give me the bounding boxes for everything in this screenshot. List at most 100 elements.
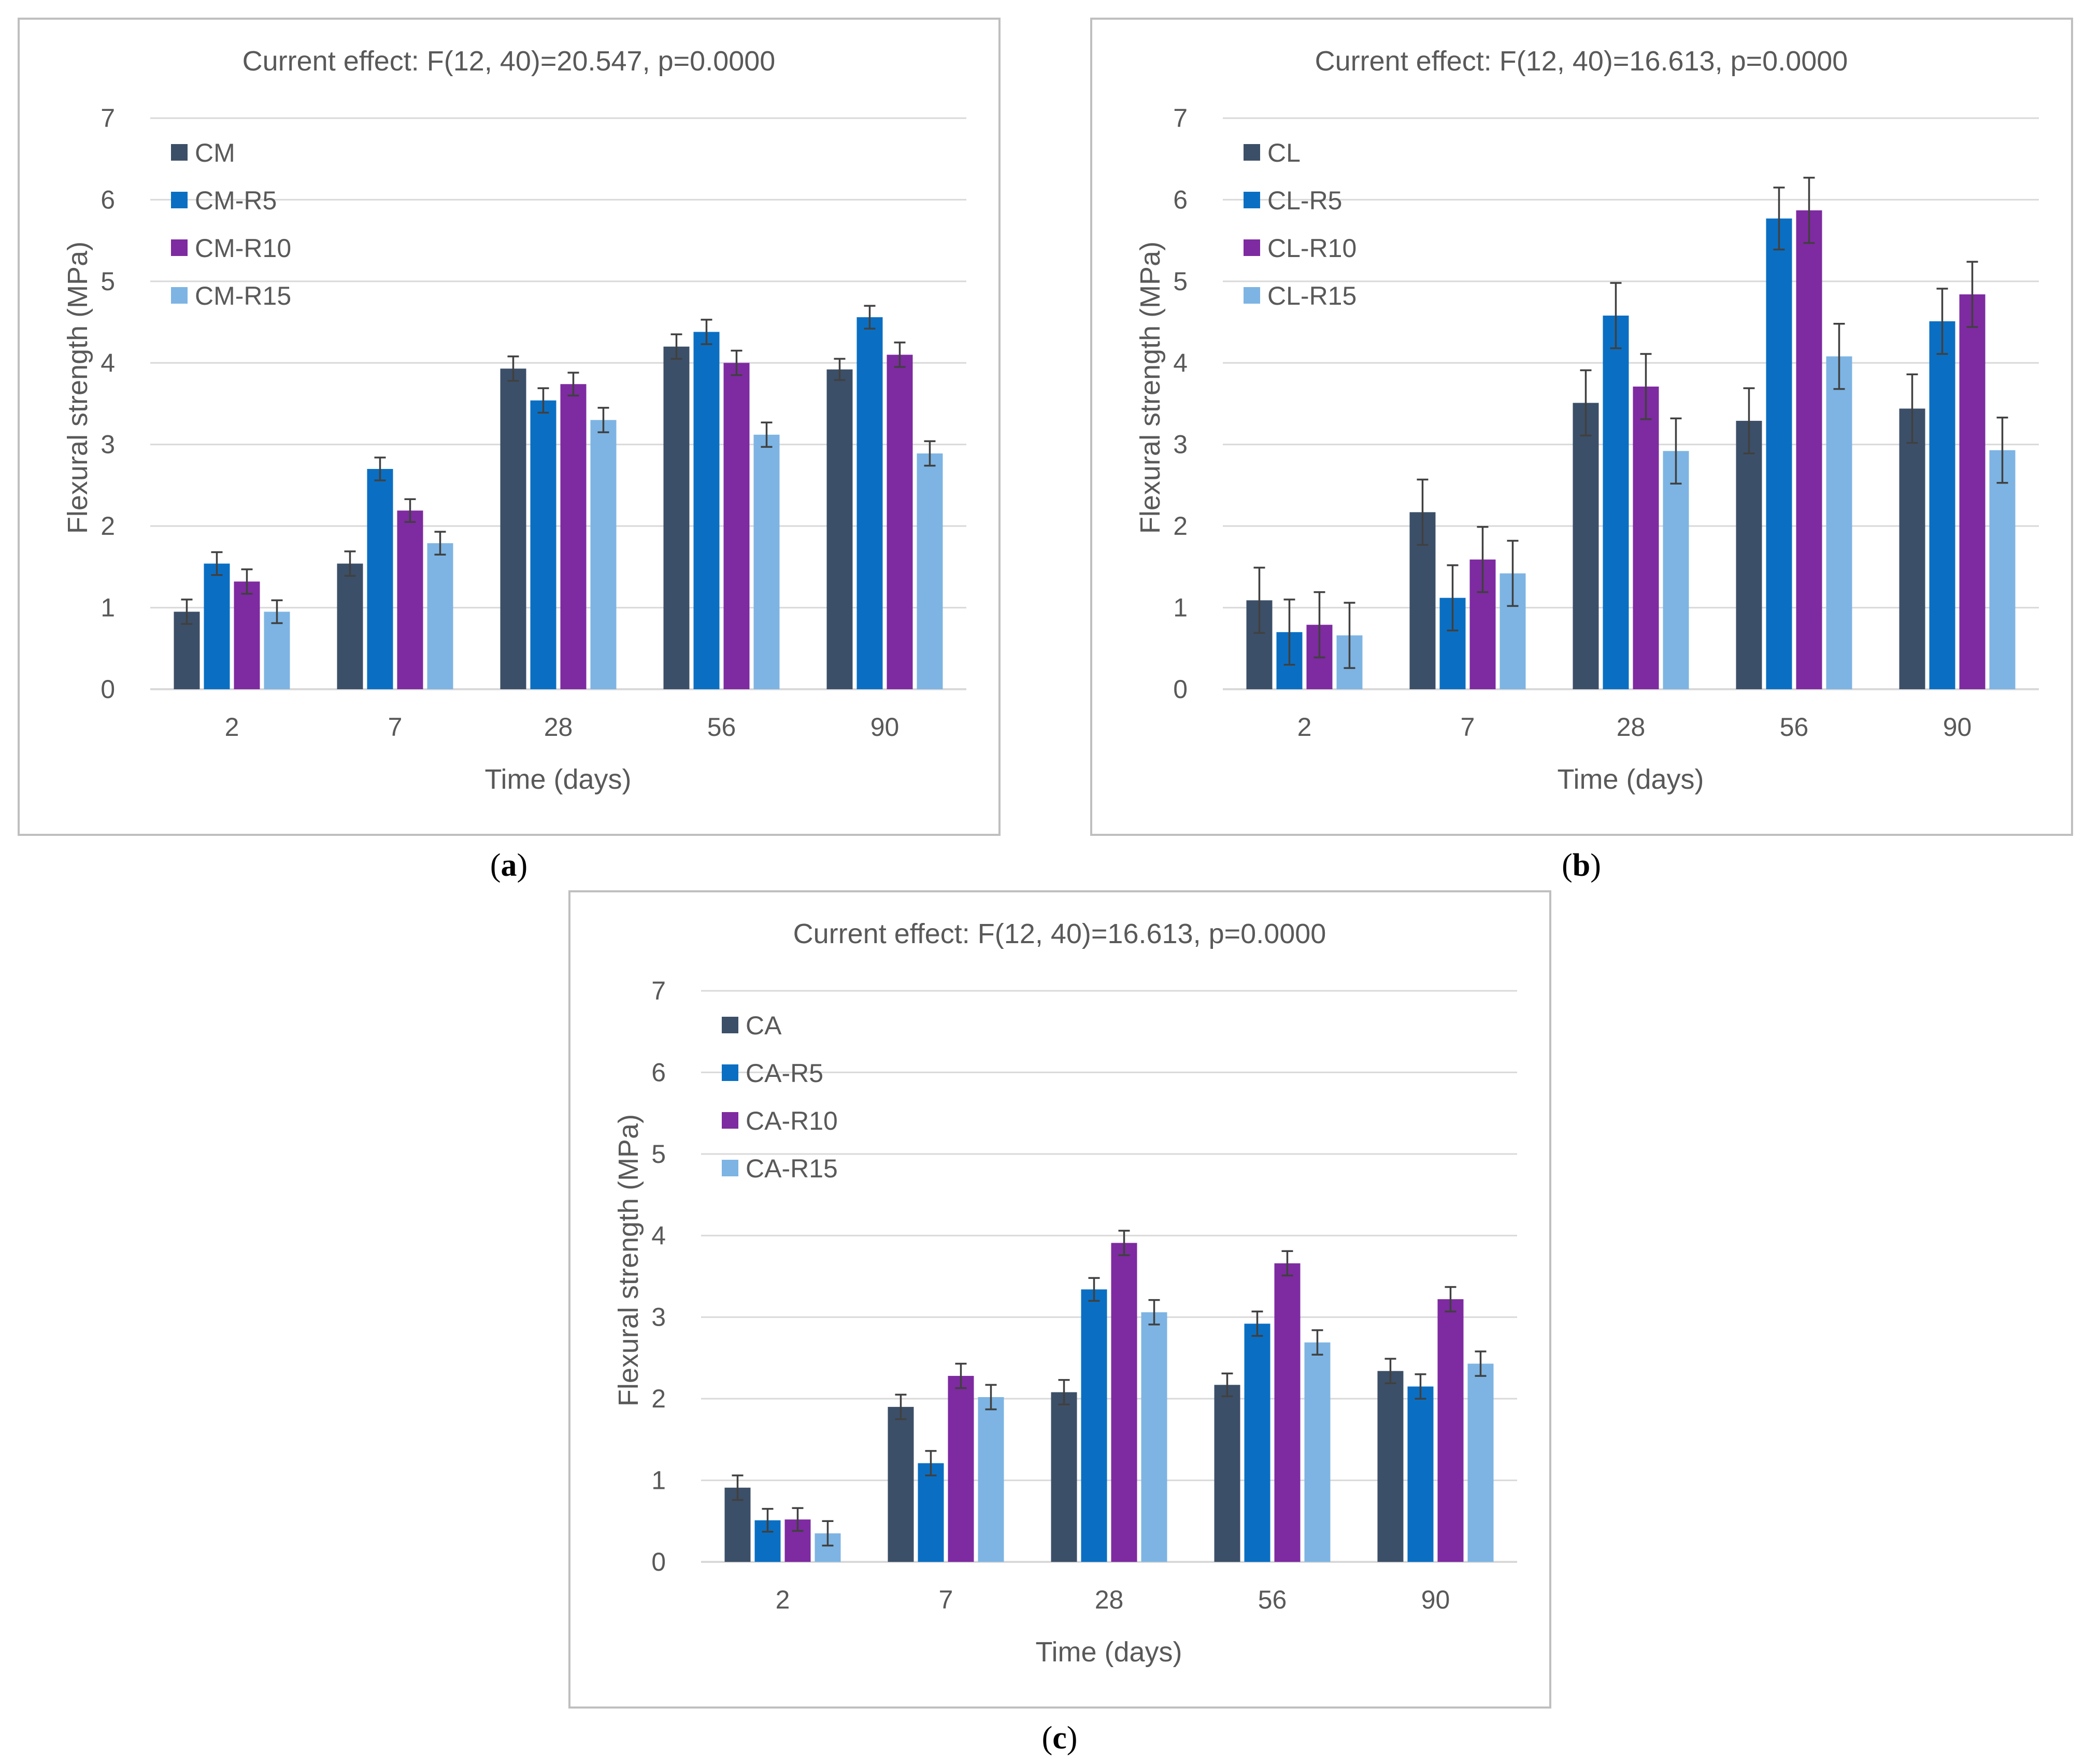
bar (1766, 218, 1792, 689)
bar (753, 434, 780, 689)
bar (1304, 1342, 1331, 1562)
x-tick-label: 28 (544, 713, 573, 742)
legend-swatch (1244, 144, 1260, 161)
panel-caption-a: (a) (490, 848, 527, 883)
y-tick-label: 3 (1173, 430, 1188, 459)
chart-frame (568, 890, 1551, 1709)
bar (1214, 1385, 1240, 1562)
chart-title: Current effect: F(12, 40)=16.613, p=0.00… (1315, 46, 1848, 77)
bar (693, 332, 720, 689)
x-tick-label: 90 (1421, 1585, 1450, 1614)
bar (1989, 450, 2016, 689)
bar (427, 543, 453, 689)
x-tick-label: 2 (776, 1585, 790, 1614)
legend-swatch (171, 192, 188, 208)
bar (1467, 1363, 1494, 1562)
bar (1244, 1324, 1270, 1562)
bar (234, 581, 260, 689)
bar (1407, 1386, 1434, 1562)
bar (590, 420, 617, 689)
y-tick-label: 7 (651, 976, 666, 1005)
bar (1826, 356, 1852, 689)
bar (856, 317, 883, 689)
chart-title: Current effect: F(12, 40)=16.613, p=0.00… (793, 918, 1326, 949)
legend-label: CL-R15 (1267, 281, 1356, 310)
x-tick-label: 7 (1461, 713, 1475, 742)
y-tick-label: 6 (651, 1058, 666, 1087)
x-tick-label: 7 (939, 1585, 953, 1614)
bar (1663, 451, 1689, 689)
bar (918, 1463, 944, 1562)
y-tick-label: 3 (101, 430, 115, 459)
x-axis-label: Time (days) (484, 764, 631, 795)
bar (1573, 403, 1599, 689)
bar (1796, 210, 1822, 689)
bar (888, 1406, 914, 1562)
bar (887, 354, 913, 689)
bar (917, 453, 943, 689)
x-axis-label: Time (days) (1035, 1637, 1182, 1668)
y-tick-label: 6 (1173, 185, 1188, 214)
y-tick-label: 2 (651, 1384, 666, 1413)
x-tick-label: 56 (1780, 713, 1809, 742)
y-tick-label: 5 (1173, 267, 1188, 296)
legend-label: CM-R15 (195, 281, 291, 310)
bar (1736, 421, 1762, 689)
legend-swatch (722, 1160, 738, 1176)
bar (1929, 321, 1955, 689)
legend-label: CL-R5 (1267, 186, 1342, 215)
bar (1437, 1299, 1464, 1562)
bar (530, 400, 556, 689)
bar (948, 1376, 974, 1562)
y-tick-label: 5 (101, 267, 115, 296)
bar (1377, 1371, 1404, 1562)
y-tick-label: 3 (651, 1303, 666, 1332)
bar (1274, 1263, 1301, 1562)
legend-label: CA (746, 1011, 782, 1040)
bar (1633, 386, 1659, 689)
y-tick-label: 4 (651, 1221, 666, 1250)
legend-swatch (722, 1112, 738, 1129)
legend-label: CL-R10 (1267, 234, 1356, 263)
chart-panel-c: Current effect: F(12, 40)=16.613, p=0.00… (568, 890, 1551, 1709)
y-tick-label: 5 (651, 1140, 666, 1169)
bar (337, 563, 363, 689)
bar (1111, 1243, 1137, 1562)
legend-label: CM-R5 (195, 186, 277, 215)
y-tick-label: 6 (101, 185, 115, 214)
bar (723, 363, 750, 689)
y-tick-label: 2 (101, 511, 115, 540)
legend-swatch (722, 1064, 738, 1081)
y-tick-label: 1 (101, 593, 115, 622)
y-tick-label: 2 (1173, 511, 1188, 540)
x-tick-label: 90 (1943, 713, 1972, 742)
bar (826, 369, 853, 689)
y-tick-label: 1 (1173, 593, 1188, 622)
bar (1051, 1392, 1077, 1562)
legend-swatch (171, 144, 188, 161)
legend-label: CM (195, 138, 235, 167)
legend-label: CM-R10 (195, 234, 291, 263)
legend-swatch (1244, 287, 1260, 304)
x-axis-label: Time (days) (1557, 764, 1704, 795)
chart-title: Current effect: F(12, 40)=20.547, p=0.00… (242, 46, 776, 77)
legend-swatch (1244, 192, 1260, 208)
bar (397, 510, 423, 689)
bar (204, 563, 230, 689)
legend-swatch (1244, 239, 1260, 256)
bar (560, 384, 587, 689)
bar (1959, 294, 1986, 689)
bar (978, 1397, 1004, 1562)
panel-caption-b: (b) (1562, 848, 1601, 883)
bar (1141, 1312, 1167, 1562)
legend-label: CL (1267, 138, 1301, 167)
bar (264, 611, 290, 689)
legend-swatch (171, 287, 188, 304)
y-tick-label: 4 (1173, 348, 1188, 377)
x-tick-label: 28 (1617, 713, 1646, 742)
x-tick-label: 28 (1095, 1585, 1124, 1614)
panel-caption-c: (c) (1042, 1720, 1078, 1756)
x-tick-label: 2 (1297, 713, 1312, 742)
bar (1899, 408, 1925, 689)
